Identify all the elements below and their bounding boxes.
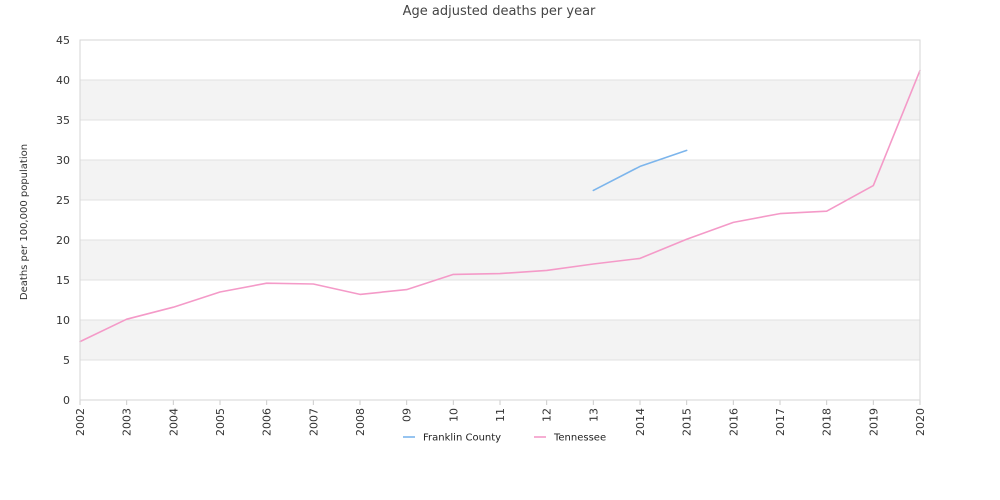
grid-band (80, 80, 920, 120)
x-tick-label: 2018 (821, 408, 834, 436)
x-tick-label: 2015 (681, 408, 694, 436)
x-tick-label: 2002 (74, 408, 87, 436)
y-tick-label: 0 (63, 394, 70, 407)
x-tick-label: 2008 (354, 408, 367, 436)
x-tick-label: 09 (401, 408, 414, 422)
y-tick-label: 30 (56, 154, 70, 167)
x-tick-label: 2003 (121, 408, 134, 436)
legend-label: Tennessee (553, 433, 606, 444)
grid-bands (80, 80, 920, 360)
x-tick-label: 2004 (167, 408, 180, 436)
series-lines (79, 69, 921, 343)
y-tick-label: 35 (56, 114, 70, 127)
chart-title: Age adjusted deaths per year (403, 4, 596, 19)
x-tick-label: 2017 (774, 408, 787, 436)
grid-band (80, 160, 920, 200)
y-tick-label: 5 (63, 354, 70, 367)
x-tick-label: 12 (541, 408, 554, 422)
x-tick-label: 11 (494, 408, 507, 422)
x-tick-label: 2019 (867, 408, 880, 436)
series-line (592, 149, 688, 192)
plot-frame (79, 39, 921, 401)
x-tick-label: 2014 (634, 408, 647, 436)
legend-item[interactable]: Tennessee (534, 433, 606, 444)
x-tick-label: 13 (587, 408, 600, 422)
x-tick-label: 2005 (214, 408, 227, 436)
y-tick-label: 40 (56, 74, 70, 87)
y-tick-label: 45 (56, 34, 70, 47)
x-axis-ticks: 2002 2003 2004 2005 2006 2007 2008 09 10 11 12 13 20… (74, 400, 927, 436)
y-tick-label: 10 (56, 314, 70, 327)
legend[interactable]: Franklin County Tennessee (403, 433, 606, 444)
legend-label: Franklin County (423, 433, 501, 444)
legend-item[interactable]: Franklin County (403, 433, 501, 444)
x-tick-label: 2007 (307, 408, 320, 436)
series-line (79, 69, 921, 343)
x-tick-label: 2006 (261, 408, 274, 436)
grid-band (80, 320, 920, 360)
x-tick-label: 2020 (914, 408, 927, 436)
y-tick-label: 20 (56, 234, 70, 247)
y-axis-label: Deaths per 100,000 population (19, 144, 30, 300)
y-axis-ticks: 0 5 10 15 20 25 30 35 40 45 (56, 34, 70, 407)
x-tick-label: 10 (447, 408, 460, 422)
y-tick-label: 15 (56, 274, 70, 287)
y-tick-label: 25 (56, 194, 70, 207)
x-tick-label: 2016 (727, 408, 740, 436)
